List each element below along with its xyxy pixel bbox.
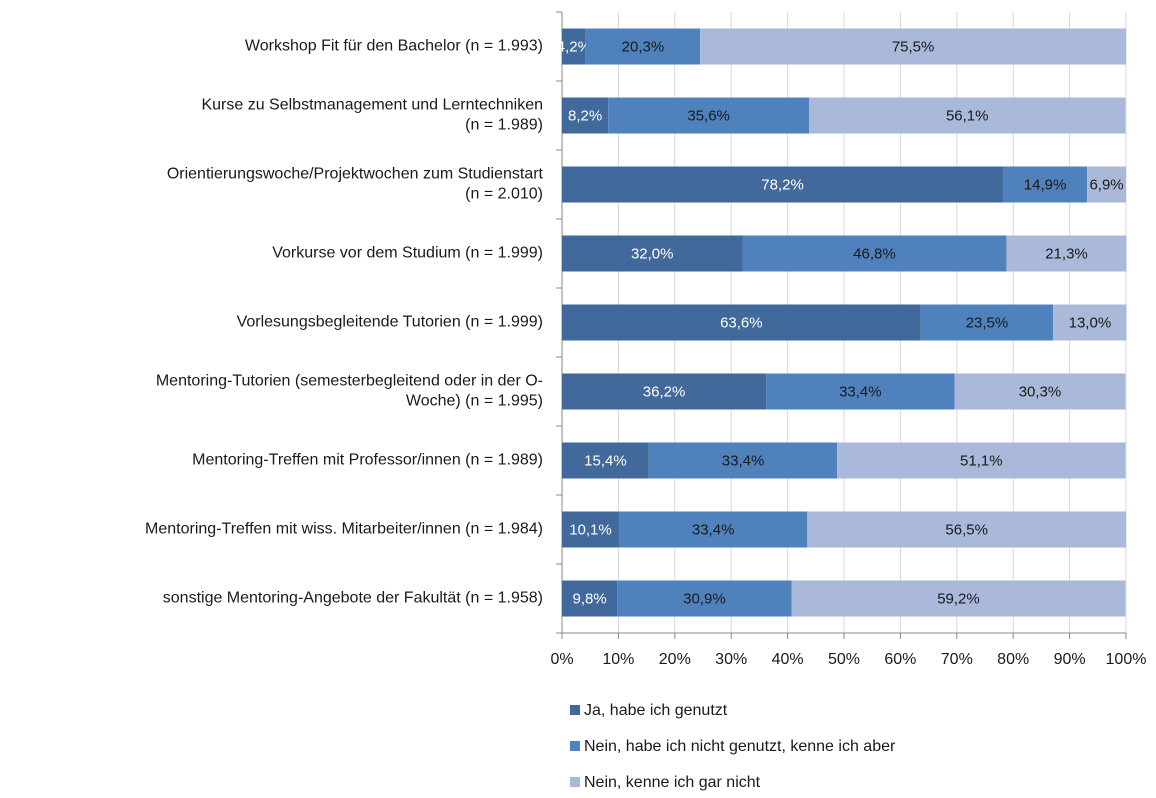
legend-label: Ja, habe ich genutzt (584, 702, 728, 719)
data-label: 15,4% (584, 452, 627, 469)
bar-segment (1087, 166, 1126, 203)
bar-segment (807, 511, 1126, 548)
bar-segment (766, 373, 955, 410)
x-tick-label: 10% (602, 651, 634, 668)
legend-swatch (570, 777, 580, 787)
legend-swatch (570, 741, 580, 751)
data-label: 8,2% (568, 107, 602, 124)
bar-segment (700, 28, 1126, 65)
bar-segment (562, 580, 618, 617)
data-label: 23,5% (966, 314, 1009, 331)
legend-swatch (570, 705, 580, 715)
x-tick-label: 0% (550, 651, 573, 668)
y-tick-label: Orientierungswoche/Projektwochen zum Stu… (167, 166, 544, 203)
x-tick-label: 80% (997, 651, 1029, 668)
bar-segment (1053, 304, 1127, 341)
bar-segment (648, 442, 838, 479)
y-tick-label: Kurse zu Selbstmanagement und Lerntechni… (201, 97, 543, 134)
data-label: 13,0% (1069, 314, 1112, 331)
y-tick-label: Vorlesungsbegleitende Tutorien (n = 1.99… (237, 314, 543, 331)
bar-segment (837, 442, 1126, 479)
bar-segment (809, 97, 1126, 134)
y-tick-label: Mentoring-Tutorien (semesterbegleitend o… (156, 373, 543, 410)
data-label: 30,9% (683, 590, 726, 607)
x-tick-label: 50% (828, 651, 860, 668)
y-tick-label: sonstige Mentoring-Angebote der Fakultät… (163, 590, 543, 607)
bar-segment (562, 235, 743, 272)
y-tick-label: Vorkurse vor dem Studium (n = 1.999) (272, 245, 543, 262)
legend-label: Nein, habe ich nicht genutzt, kenne ich … (584, 738, 896, 755)
data-label: 75,5% (892, 38, 935, 55)
bar-segment (585, 28, 701, 65)
bar-segment (742, 235, 1007, 272)
bar-segment (617, 580, 792, 617)
y-tick-label: Workshop Fit für den Bachelor (n = 1.993… (245, 38, 543, 55)
x-tick-label: 70% (941, 651, 973, 668)
bar-segment (791, 580, 1126, 617)
bar-segment (562, 373, 767, 410)
data-label: 10,1% (569, 521, 612, 538)
data-label: 21,3% (1045, 245, 1088, 262)
data-label: 32,0% (631, 245, 674, 262)
bar-segment (920, 304, 1054, 341)
data-label: 56,5% (945, 521, 988, 538)
data-label: 36,2% (643, 383, 686, 400)
legend-label: Nein, kenne ich gar nicht (584, 774, 761, 791)
x-tick-label: 90% (1054, 651, 1086, 668)
data-label: 30,3% (1019, 383, 1062, 400)
data-label: 20,3% (622, 38, 665, 55)
x-tick-label: 40% (772, 651, 804, 668)
data-label: 9,8% (573, 590, 607, 607)
y-tick-label: Mentoring-Treffen mit Professor/innen (n… (192, 452, 543, 469)
bar-segment (562, 511, 619, 548)
data-label: 59,2% (937, 590, 980, 607)
x-tick-label: 30% (715, 651, 747, 668)
data-label: 4,2% (557, 38, 591, 55)
bar-segment (1003, 166, 1088, 203)
y-tick-label: Mentoring-Treffen mit wiss. Mitarbeiter/… (145, 521, 543, 538)
data-label: 46,8% (853, 245, 896, 262)
bar-segment (562, 442, 649, 479)
bar-segment (1006, 235, 1127, 272)
data-label: 33,4% (722, 452, 765, 469)
bar-segment (954, 373, 1126, 410)
data-label: 6,9% (1089, 176, 1123, 193)
x-tick-label: 100% (1106, 651, 1147, 668)
bar-segment (562, 28, 586, 65)
bar-segment (618, 511, 808, 548)
bar-segment (562, 304, 921, 341)
data-label: 78,2% (761, 176, 804, 193)
bar-segment (562, 166, 1004, 203)
data-label: 51,1% (960, 452, 1003, 469)
bar-segment (608, 97, 810, 134)
data-label: 56,1% (946, 107, 989, 124)
data-label: 35,6% (687, 107, 730, 124)
x-tick-label: 60% (884, 651, 916, 668)
data-label: 33,4% (692, 521, 735, 538)
data-label: 14,9% (1024, 176, 1067, 193)
x-tick-label: 20% (659, 651, 691, 668)
data-label: 33,4% (839, 383, 882, 400)
bar-segment (562, 97, 609, 134)
data-label: 63,6% (720, 314, 763, 331)
